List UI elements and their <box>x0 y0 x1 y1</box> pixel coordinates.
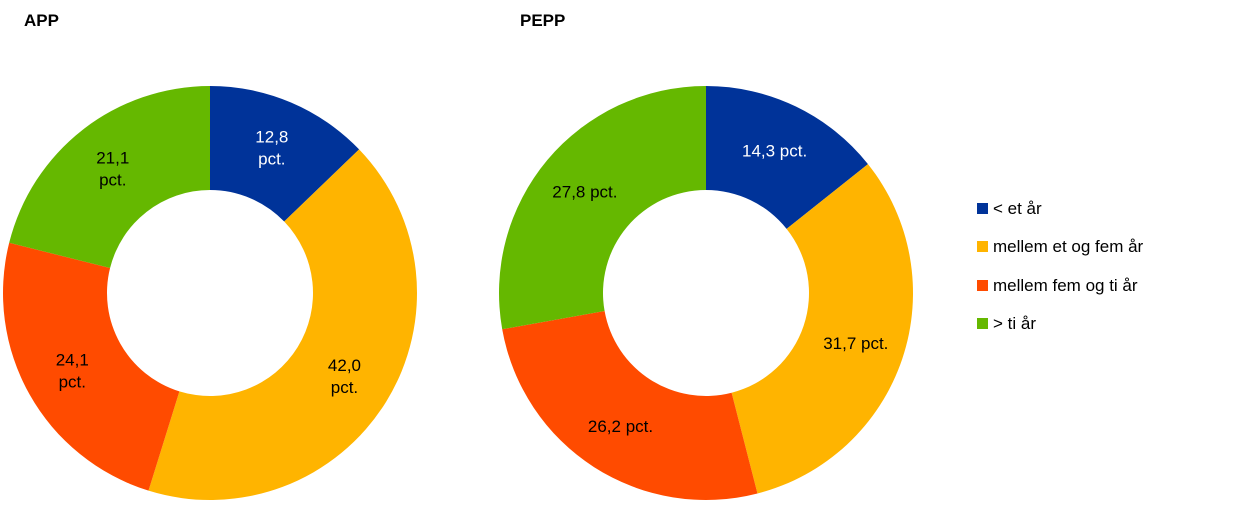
slice-label-line: 24,1 <box>56 350 89 369</box>
label-group: 14,3 pct. 31,7 pct. 26,2 pct. 27,8 pct. <box>552 142 888 436</box>
slice-data-label: 21,1 pct. <box>96 148 129 189</box>
slice-label-line: pct. <box>258 150 285 169</box>
legend-label: mellem fem og ti år <box>993 276 1138 295</box>
legend-item: mellem fem og ti år <box>977 276 1138 295</box>
donut-slice <box>210 86 360 222</box>
slice-data-label: 26,2 pct. <box>588 417 653 436</box>
slice-data-label: 31,7 pct. <box>823 334 888 353</box>
slice-data-label: 12,8 pct. <box>255 128 288 169</box>
slice-label-line: 31,7 pct. <box>823 334 888 353</box>
slice-data-label: 14,3 pct. <box>742 142 807 161</box>
slice-label-line: 14,3 pct. <box>742 142 807 161</box>
slice-data-label: 27,8 pct. <box>552 183 617 202</box>
slice-data-label: 24,1 pct. <box>56 350 89 391</box>
donut-slice <box>706 86 868 229</box>
donut-slice <box>148 149 417 501</box>
label-group: 12,8 pct. 42,0 pct. 24,1 pct. 21,1 pct. <box>56 128 361 397</box>
slice-group <box>499 86 914 500</box>
legend-item: mellem et og fem år <box>977 237 1144 256</box>
legend-label: mellem et og fem år <box>993 237 1144 256</box>
slice-label-line: 12,8 <box>255 128 288 147</box>
donut-slice <box>731 164 914 494</box>
legend-swatch <box>977 203 988 214</box>
slice-label-line: pct. <box>59 372 86 391</box>
slice-label-line: pct. <box>331 378 358 397</box>
donut-slice <box>2 242 180 491</box>
slice-label-line: 21,1 <box>96 148 129 167</box>
legend-swatch <box>977 280 988 291</box>
chart-title-pepp: PEPP <box>520 11 565 30</box>
slice-label-line: 26,2 pct. <box>588 417 653 436</box>
chart-title-app: APP <box>24 11 59 30</box>
legend-swatch <box>977 241 988 252</box>
donut-chart-app: APP 12,8 pct. 42,0 pct. 24,1 pct. 21,1 pct. <box>2 11 417 501</box>
legend-item: < et år <box>977 199 1042 218</box>
legend-item: > ti år <box>977 314 1036 333</box>
slice-group <box>2 86 417 501</box>
slice-label-line: pct. <box>99 170 126 189</box>
legend-label: < et år <box>993 199 1042 218</box>
slice-label-line: 27,8 pct. <box>552 183 617 202</box>
legend-label: > ti år <box>993 314 1036 333</box>
donut-slice <box>502 311 758 500</box>
donut-chart-pepp: PEPP 14,3 pct. 31,7 pct. 26,2 pct. 27,8 pct… <box>499 11 914 500</box>
slice-label-line: 42,0 <box>328 356 361 375</box>
slice-data-label: 42,0 pct. <box>328 356 361 397</box>
legend-swatch <box>977 318 988 329</box>
donut-slice <box>9 86 211 269</box>
donut-slice <box>499 86 706 330</box>
legend: < et år mellem et og fem år mellem fem o… <box>977 199 1144 333</box>
